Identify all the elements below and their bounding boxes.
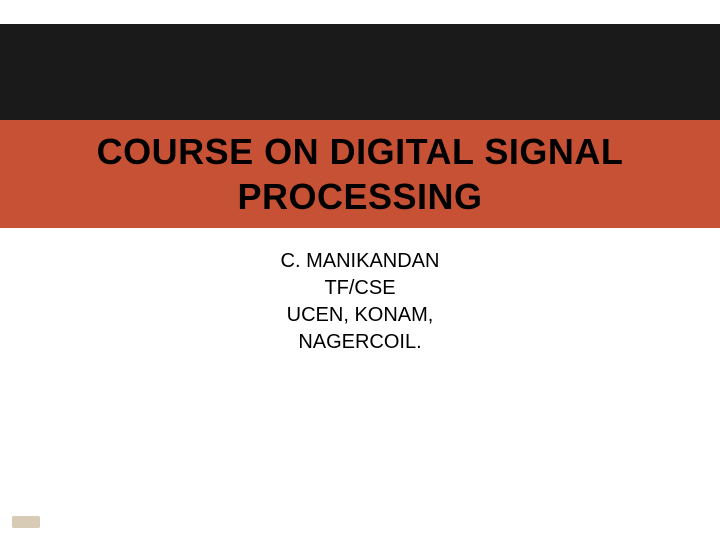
subtitle-line-3: UCEN, KONAM,: [0, 302, 720, 329]
subtitle-block: C. MANIKANDAN TF/CSE UCEN, KONAM, NAGERC…: [0, 248, 720, 356]
top-dark-band: [0, 24, 720, 120]
slide-title: COURSE ON DIGITAL SIGNALPROCESSING: [97, 129, 624, 219]
subtitle-line-2: TF/CSE: [0, 275, 720, 302]
slide-container: COURSE ON DIGITAL SIGNALPROCESSING C. MA…: [0, 0, 720, 540]
subtitle-line-4: NAGERCOIL.: [0, 329, 720, 356]
subtitle-line-1: C. MANIKANDAN: [0, 248, 720, 275]
title-band: COURSE ON DIGITAL SIGNALPROCESSING: [0, 120, 720, 228]
corner-accent: [12, 516, 40, 528]
